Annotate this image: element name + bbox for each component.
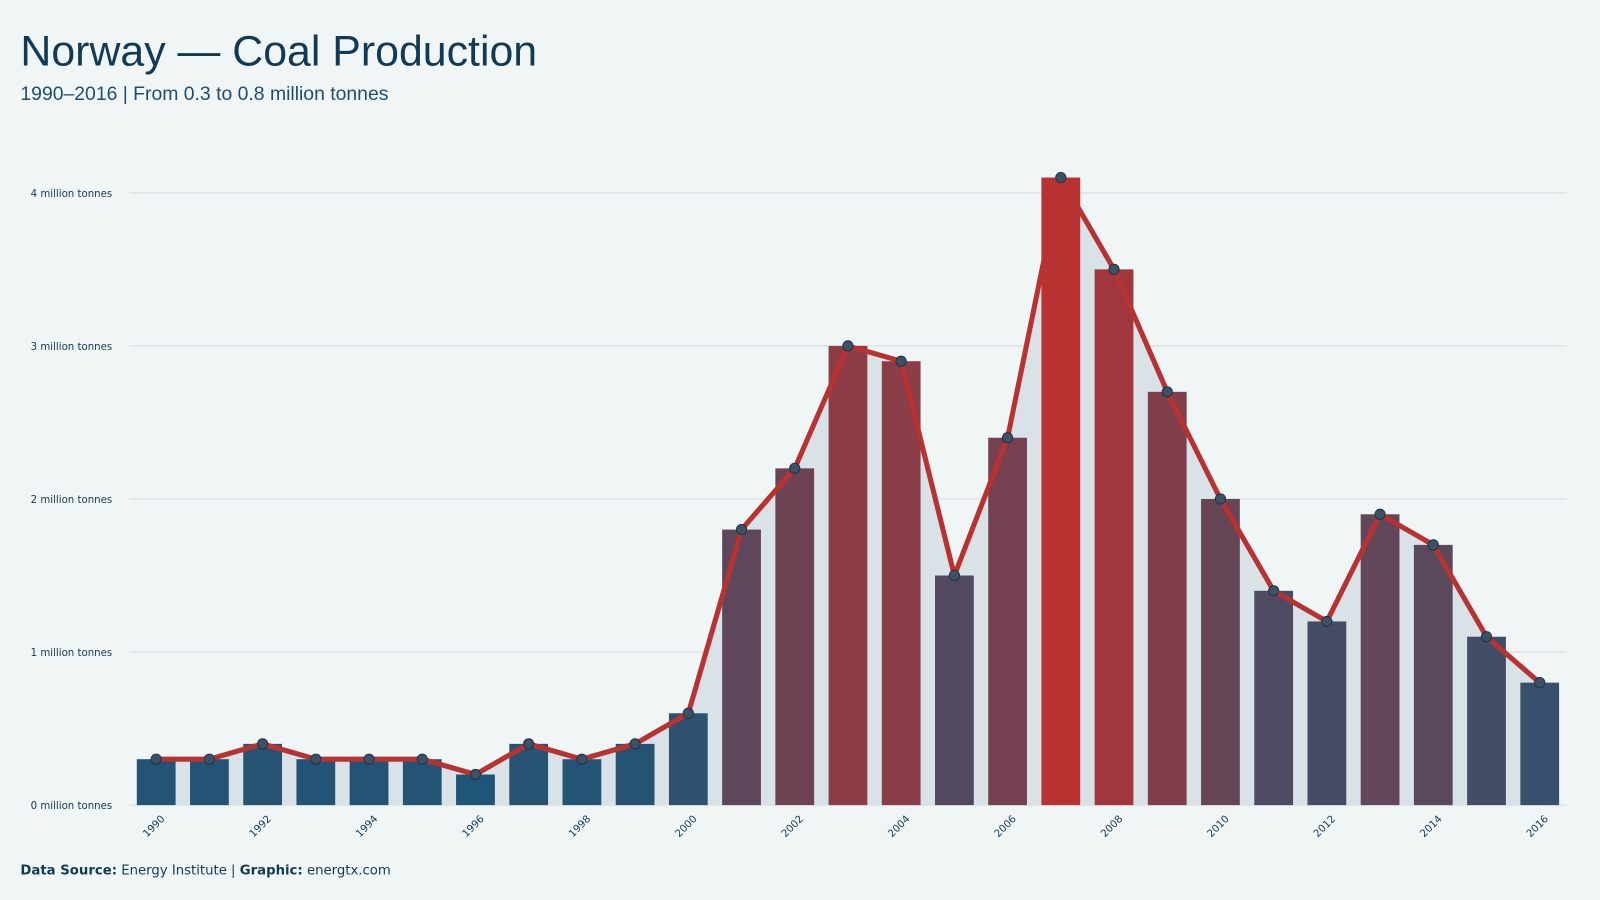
footer-graphic-label: Graphic:	[240, 863, 303, 878]
bar	[296, 759, 336, 806]
marker	[203, 753, 216, 765]
bar	[1094, 269, 1134, 806]
marker	[895, 355, 907, 367]
footer: Data Source: Energy Institute | Graphic:…	[20, 863, 390, 878]
chart-subtitle: 1990–2016 | From 0.3 to 0.8 million tonn…	[20, 83, 388, 105]
x-tick-label: 2000	[673, 814, 699, 840]
marker	[629, 738, 641, 750]
y-tick-label: 4 million tonnes	[31, 189, 113, 200]
footer-graphic: energtx.com	[307, 863, 391, 878]
x-tick-label: 2010	[1206, 814, 1232, 840]
bar	[1201, 498, 1240, 806]
bar	[1147, 391, 1187, 806]
y-tick-label: 0 million tonnes	[31, 801, 113, 812]
bar	[1520, 682, 1560, 806]
marker	[1214, 493, 1227, 505]
marker	[682, 707, 694, 719]
marker	[1427, 539, 1439, 551]
marker	[948, 569, 960, 582]
footer-source: Energy Institute |	[121, 863, 235, 878]
bar	[934, 575, 974, 806]
x-tick-label: 2004	[886, 814, 912, 840]
marker	[416, 753, 428, 765]
x-tick-label: 2012	[1312, 814, 1338, 840]
x-tick-label: 1992	[248, 814, 274, 840]
bar	[1307, 621, 1347, 806]
bar	[562, 759, 602, 806]
x-tick-label: 2008	[1099, 814, 1125, 840]
bar	[988, 437, 1027, 806]
marker	[257, 738, 269, 750]
y-tick-label: 1 million tonnes	[31, 648, 113, 659]
x-tick-label: 2014	[1418, 814, 1444, 840]
marker	[310, 753, 322, 765]
x-tick-label: 1998	[567, 814, 593, 840]
marker	[150, 753, 162, 765]
x-tick-label: 2016	[1525, 814, 1551, 840]
bar	[1041, 177, 1081, 806]
bar	[402, 759, 442, 806]
bar	[668, 713, 708, 806]
bar	[243, 743, 283, 806]
marker	[789, 462, 801, 474]
marker	[1001, 432, 1014, 444]
y-tick-label: 2 million tonnes	[31, 495, 113, 506]
marker	[842, 340, 854, 352]
marker	[469, 768, 482, 781]
marker	[1480, 631, 1493, 643]
bar	[775, 468, 815, 806]
bar	[349, 759, 389, 806]
bar	[1254, 590, 1294, 806]
marker	[1108, 263, 1120, 275]
y-tick-label: 3 million tonnes	[31, 342, 113, 353]
bar	[828, 345, 868, 806]
footer-source-label: Data Source:	[20, 863, 117, 878]
marker	[1055, 171, 1067, 184]
bar	[1360, 514, 1400, 806]
marker	[1534, 677, 1546, 689]
marker	[1374, 508, 1386, 520]
marker	[1268, 585, 1280, 597]
bar	[190, 759, 229, 806]
x-tick-label: 2006	[993, 814, 1019, 840]
bar	[1413, 544, 1453, 806]
marker	[1321, 615, 1333, 628]
marker	[735, 523, 748, 536]
x-tick-label: 2002	[780, 814, 806, 840]
marker	[523, 738, 535, 750]
marker	[363, 753, 375, 765]
chart-title: Norway — Coal Production	[20, 27, 537, 75]
marker	[576, 753, 588, 765]
x-tick-label: 1996	[461, 814, 487, 840]
bar	[136, 759, 176, 806]
x-tick-label: 1990	[141, 814, 167, 840]
bar	[881, 361, 921, 806]
bar	[1467, 636, 1506, 806]
marker	[1161, 386, 1173, 398]
bar	[615, 743, 655, 806]
x-tick-label: 1994	[354, 814, 380, 840]
